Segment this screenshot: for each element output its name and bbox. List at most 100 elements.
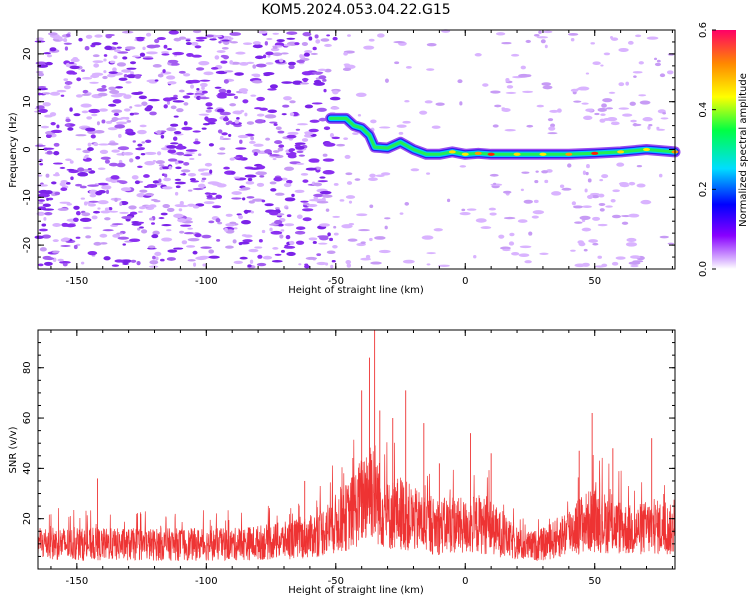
spectrogram-noise-blob bbox=[610, 199, 616, 203]
spectrogram-noise-blob bbox=[129, 106, 133, 109]
spectrogram-noise-blob bbox=[419, 110, 428, 115]
spectrogram-noise-blob bbox=[252, 198, 264, 202]
spectrogram-noise-blob bbox=[213, 34, 223, 38]
spectrogram-noise-blob bbox=[585, 171, 589, 176]
spectrogram-ridge-peak bbox=[539, 152, 547, 156]
spectrogram-noise-blob bbox=[102, 75, 108, 80]
spectrogram-noise-blob bbox=[216, 239, 221, 242]
spectrogram-noise-blob bbox=[202, 263, 207, 267]
spectrogram-noise-blob bbox=[117, 51, 129, 54]
spectrogram-noise-blob bbox=[583, 115, 593, 120]
spectrogram-noise-blob bbox=[265, 62, 274, 65]
colorbar-ticks: 0.0 0.2 0.4 0.6 bbox=[698, 22, 716, 277]
spectrogram-noise-blob bbox=[70, 176, 74, 181]
spectrogram-noise-blob bbox=[91, 42, 102, 46]
snr-ytick-label: 40 bbox=[22, 462, 33, 475]
spectrogram-noise-blob bbox=[473, 255, 477, 259]
spectrogram-noise-blob bbox=[254, 246, 263, 249]
spectrogram-noise-blob bbox=[281, 113, 287, 116]
spectrogram-noise-blob bbox=[344, 154, 351, 159]
spectrogram-noise-blob bbox=[155, 256, 159, 261]
spectrogram-noise-blob bbox=[274, 253, 282, 256]
spectrogram-noise-blob bbox=[186, 52, 194, 57]
spectrogram-noise-blob bbox=[173, 247, 184, 250]
spectrogram-noise-blob bbox=[126, 74, 137, 79]
spectrogram-noise-blob bbox=[155, 160, 165, 165]
spectrogram-noise-blob bbox=[433, 228, 443, 232]
spectrogram-noise-blob bbox=[619, 183, 630, 188]
spectrogram-noise-blob bbox=[302, 217, 312, 222]
spectrogram-noise-blob bbox=[653, 57, 658, 61]
snr-series bbox=[37, 330, 676, 562]
spectrogram-noise-blob bbox=[508, 241, 515, 246]
snr-panel: -150 -100 -50 0 50 20 40 60 80 Height of straigh… bbox=[8, 329, 676, 596]
spectrogram-noise-blob bbox=[317, 180, 329, 183]
spectrogram-noise-blob bbox=[316, 200, 329, 204]
spectrogram-noise-blob bbox=[347, 238, 358, 242]
spectrogram-noise-blob bbox=[232, 110, 243, 115]
spectrogram-noise-blob bbox=[204, 192, 212, 195]
spectrogram-noise-blob bbox=[302, 77, 308, 83]
spectrogram-noise-blob bbox=[200, 246, 212, 249]
spectrogram-noise-blob bbox=[255, 171, 267, 176]
spectrogram-noise-blob bbox=[332, 36, 338, 41]
spectrogram-noise-blob bbox=[146, 51, 158, 55]
spectrogram-noise-blob bbox=[659, 73, 666, 78]
spectrogram-noise-blob bbox=[369, 237, 373, 242]
spectrogram-noise-blob bbox=[275, 126, 282, 131]
spectrogram-noise-blob bbox=[270, 188, 277, 192]
spectrogram-noise-blob bbox=[216, 183, 227, 188]
spectrogram-noise-blob bbox=[548, 126, 556, 131]
spectrogram-noise-blob bbox=[341, 224, 353, 229]
colorbar-tick-label: 0.2 bbox=[698, 181, 709, 197]
spectrogram-noise-blob bbox=[183, 161, 190, 166]
spectrogram-noise-blob bbox=[187, 189, 193, 192]
spectrogram-noise-blob bbox=[93, 241, 102, 246]
spectrogram-noise-blob bbox=[269, 211, 279, 216]
spectrogram-noise-blob bbox=[225, 245, 234, 249]
spectrogram-noise-blob bbox=[252, 80, 263, 84]
spectrogram-noise-blob bbox=[228, 37, 234, 40]
spectrogram-noise-blob bbox=[289, 100, 296, 104]
spectrogram-noise-blob bbox=[180, 169, 191, 173]
spectrogram-noise-blob bbox=[178, 36, 187, 40]
spectrogram-noise-blob bbox=[75, 211, 81, 216]
spectrogram-noise-blob bbox=[287, 61, 296, 66]
spectrogram-noise-blob bbox=[283, 182, 292, 188]
spectrogram-noise-blob bbox=[75, 94, 83, 98]
spectrogram-noise-blob bbox=[82, 89, 89, 94]
spectrogram-noise-blob bbox=[54, 191, 61, 196]
spectrogram-noise-blob bbox=[299, 54, 303, 59]
spectrogram-noise-blob bbox=[109, 210, 119, 213]
spectrogram-noise-blob bbox=[492, 124, 499, 128]
spectrogram-noise-blob bbox=[134, 74, 141, 79]
spectrogram-noise-blob bbox=[302, 202, 310, 206]
spectrogram-ridge-peak bbox=[643, 147, 651, 152]
spectrogram-noise-blob bbox=[42, 92, 51, 95]
spectrogram-noise-blob bbox=[155, 182, 164, 186]
spectrogram-noise-blob bbox=[110, 179, 118, 184]
spectrogram-noise-blob bbox=[76, 148, 82, 151]
spectrogram-noise-blob bbox=[36, 184, 48, 187]
spectrogram-noise-blob bbox=[345, 172, 353, 176]
spectrogram-noise-blob bbox=[369, 173, 376, 178]
spectrogram-noise-blob bbox=[248, 200, 255, 204]
spectrogram-noise-blob bbox=[121, 30, 134, 34]
spectrogram-noise-blob bbox=[583, 248, 588, 252]
spectrogram-noise-blob bbox=[360, 257, 372, 261]
spectrogram-noise-blob bbox=[174, 178, 182, 181]
spectrogram-noise-blob bbox=[238, 242, 243, 246]
spectrogram-noise-blob bbox=[304, 49, 313, 54]
spectrogram-noise-blob bbox=[319, 190, 332, 195]
spectrogram-noise-blob bbox=[152, 255, 156, 260]
spectrogram-noise-blob bbox=[93, 142, 99, 147]
spectrogram-noise-blob bbox=[95, 190, 103, 196]
spectrogram-noise-blob bbox=[43, 147, 49, 151]
spectrogram-noise-blob bbox=[219, 135, 224, 140]
spectrogram-noise-blob bbox=[181, 240, 188, 245]
spectrogram-noise-blob bbox=[169, 59, 179, 64]
spectrogram-noise-blob bbox=[285, 234, 291, 240]
spectrogram-noise-blob bbox=[163, 104, 168, 109]
spectrogram-noise-blob bbox=[627, 40, 634, 45]
spectrogram-noise-blob bbox=[331, 260, 336, 263]
